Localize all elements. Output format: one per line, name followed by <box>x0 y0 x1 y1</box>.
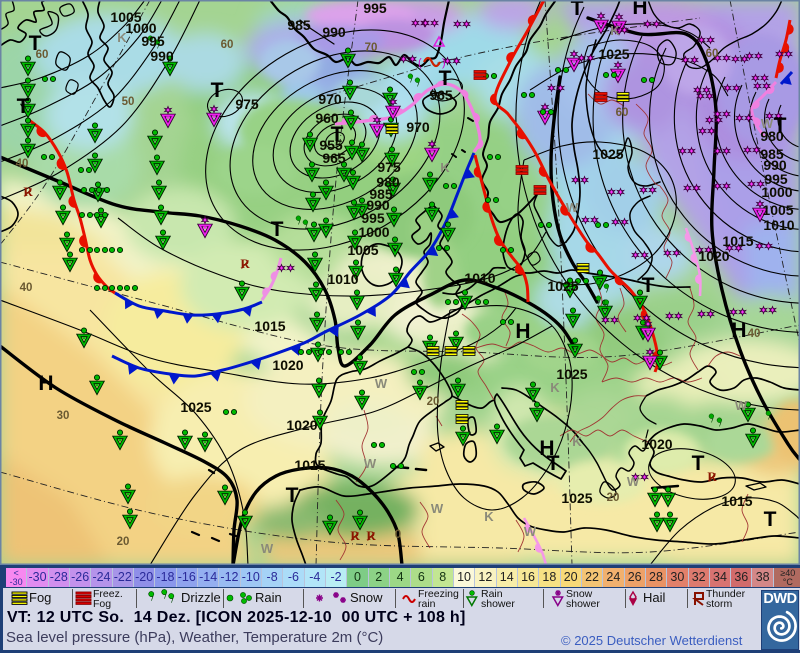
svg-text:1015: 1015 <box>722 233 753 249</box>
svg-text:980: 980 <box>376 174 400 190</box>
svg-text:1025: 1025 <box>556 366 587 382</box>
svg-text:T: T <box>211 79 224 102</box>
svg-text:970: 970 <box>318 91 342 107</box>
svg-text:995: 995 <box>363 0 387 16</box>
svg-text:T: T <box>547 452 560 475</box>
svg-text:T: T <box>271 218 284 241</box>
svg-text:985: 985 <box>760 146 784 162</box>
svg-text:T: T <box>642 274 655 297</box>
svg-text:50: 50 <box>122 96 135 108</box>
svg-text:H: H <box>731 319 746 342</box>
svg-text:1025: 1025 <box>598 46 629 62</box>
svg-text:990: 990 <box>763 157 787 173</box>
svg-text:1000: 1000 <box>761 184 792 200</box>
svg-text:W: W <box>524 524 537 539</box>
svg-text:1020: 1020 <box>286 417 317 433</box>
svg-text:W: W <box>375 376 388 391</box>
svg-text:965: 965 <box>322 150 346 166</box>
svg-text:60: 60 <box>221 39 234 51</box>
svg-text:T: T <box>17 95 30 118</box>
svg-text:1020: 1020 <box>272 357 303 373</box>
svg-text:970: 970 <box>406 119 430 135</box>
svg-text:990: 990 <box>366 197 390 213</box>
svg-text:1010: 1010 <box>763 217 794 233</box>
svg-text:K: K <box>572 434 582 449</box>
svg-text:40: 40 <box>748 328 761 340</box>
svg-text:1020: 1020 <box>698 248 729 264</box>
svg-text:1025: 1025 <box>180 399 211 415</box>
svg-text:0: 0 <box>395 529 401 541</box>
svg-text:T: T <box>692 452 705 475</box>
svg-text:H: H <box>539 437 554 460</box>
svg-text:975: 975 <box>235 96 259 112</box>
svg-text:T: T <box>439 67 452 90</box>
svg-text:30: 30 <box>57 410 70 422</box>
svg-text:965: 965 <box>429 87 453 103</box>
svg-text:H: H <box>38 372 53 395</box>
svg-text:990: 990 <box>150 48 174 64</box>
svg-text:1025: 1025 <box>547 278 578 294</box>
svg-text:K: K <box>440 160 450 175</box>
svg-text:60: 60 <box>616 107 629 119</box>
svg-text:995: 995 <box>361 210 385 226</box>
svg-text:975: 975 <box>377 159 401 175</box>
svg-text:1000: 1000 <box>358 224 389 240</box>
svg-text:985: 985 <box>369 186 393 202</box>
svg-text:20: 20 <box>607 492 620 504</box>
svg-text:): ) <box>442 57 446 69</box>
svg-text:W: W <box>735 398 748 413</box>
svg-text:K: K <box>484 509 494 524</box>
svg-text:980: 980 <box>760 128 784 144</box>
svg-text:20: 20 <box>427 396 440 408</box>
svg-text:40: 40 <box>16 158 29 170</box>
svg-text:W: W <box>261 541 274 556</box>
svg-text:T: T <box>571 0 584 20</box>
svg-text:1015: 1015 <box>294 457 325 473</box>
svg-text:T: T <box>29 32 42 55</box>
svg-text:20: 20 <box>117 536 130 548</box>
svg-text:(: ( <box>418 57 422 69</box>
svg-text:1015: 1015 <box>254 318 285 334</box>
svg-text:K: K <box>117 30 127 45</box>
svg-text:H: H <box>632 0 647 19</box>
svg-text:T: T <box>331 123 344 146</box>
svg-text:70: 70 <box>365 42 378 54</box>
svg-text:T: T <box>774 114 787 137</box>
svg-text:W: W <box>761 116 774 131</box>
svg-text:1025: 1025 <box>592 146 623 162</box>
svg-text:1005: 1005 <box>110 9 141 25</box>
svg-text:985: 985 <box>287 17 311 33</box>
svg-text:960: 960 <box>315 110 339 126</box>
svg-text:955: 955 <box>319 137 343 153</box>
svg-text:990: 990 <box>322 24 346 40</box>
svg-text:995: 995 <box>764 171 788 187</box>
svg-text:1010: 1010 <box>464 270 495 286</box>
svg-text:60: 60 <box>706 48 719 60</box>
svg-text:T: T <box>286 484 299 507</box>
svg-text:1025: 1025 <box>561 490 592 506</box>
svg-text:1000: 1000 <box>125 20 156 36</box>
svg-text:1005: 1005 <box>347 242 378 258</box>
svg-text:K: K <box>550 380 560 395</box>
svg-text:K: K <box>610 23 620 38</box>
svg-text:1015: 1015 <box>721 493 752 509</box>
svg-text:W: W <box>364 456 377 471</box>
svg-text:W: W <box>627 474 640 489</box>
svg-text:995: 995 <box>141 33 165 49</box>
svg-text:60: 60 <box>36 49 49 61</box>
svg-text:1010: 1010 <box>327 271 358 287</box>
svg-text:40: 40 <box>20 282 33 294</box>
svg-text:1005: 1005 <box>762 202 793 218</box>
svg-text:W: W <box>566 200 579 215</box>
svg-text:W: W <box>431 501 444 516</box>
svg-text:1020: 1020 <box>641 436 672 452</box>
svg-text:T: T <box>764 508 777 531</box>
svg-text:H: H <box>515 320 530 343</box>
